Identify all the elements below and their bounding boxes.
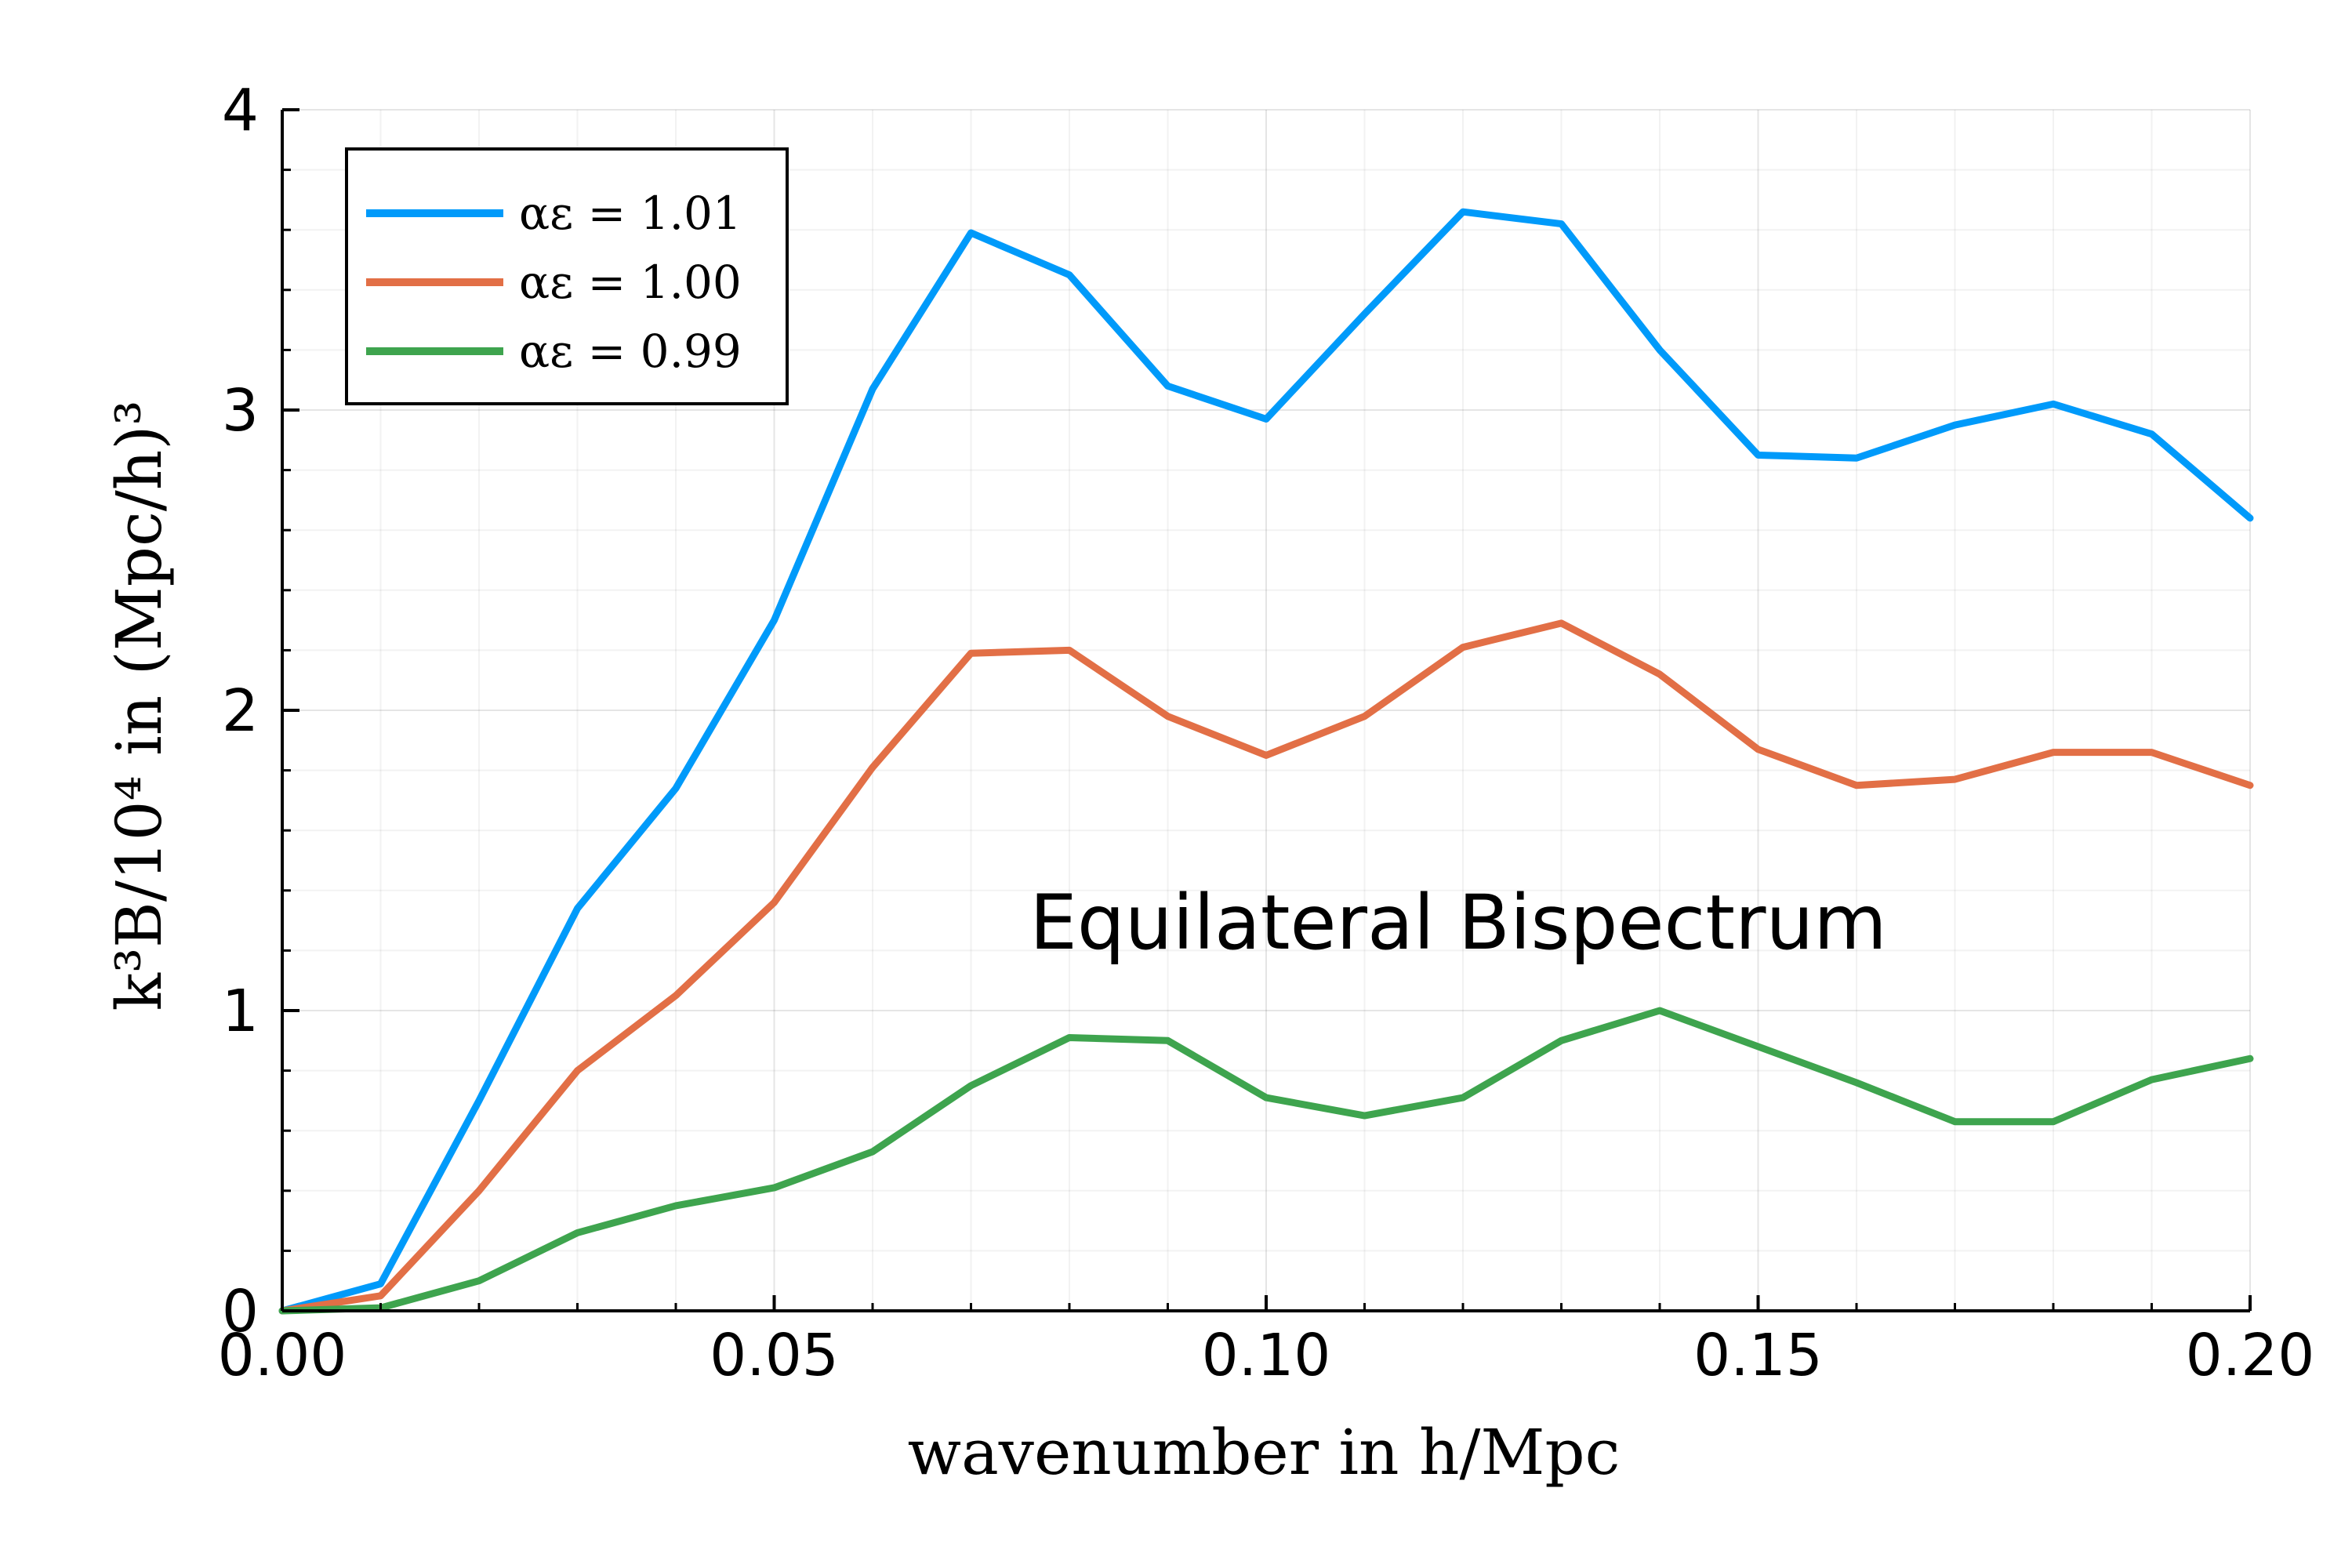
x-tick-label: 0.05 xyxy=(710,1322,839,1389)
series-line-0 xyxy=(278,208,2254,1315)
plot-series xyxy=(278,208,2254,1315)
legend-label-2: αε = 0.99 xyxy=(519,325,742,378)
legend: αε = 1.01 αε = 1.00 αε = 0.99 xyxy=(345,147,789,405)
x-tick-label: 0.10 xyxy=(1202,1322,1331,1389)
x-tick-label: 0.20 xyxy=(2186,1322,2315,1389)
y-axis-label: k³B/10⁴ in (Mpc/h)³ xyxy=(103,400,176,1011)
series-line-1 xyxy=(278,619,2254,1315)
tick-labels: 0.00 0.05 0.10 0.15 0.20 0 1 2 3 4 xyxy=(218,77,2315,1389)
y-tick-label: 0 xyxy=(222,1278,259,1345)
chart-annotation: Equilateral Bispectrum xyxy=(1029,879,1887,967)
y-tick-label: 2 xyxy=(222,677,259,745)
y-tick-label: 4 xyxy=(222,77,259,144)
legend-box xyxy=(345,147,789,405)
x-tick-label: 0.15 xyxy=(1693,1322,1823,1389)
legend-label-0: αε = 1.01 xyxy=(519,187,742,240)
series-line-2 xyxy=(278,1007,2254,1315)
y-tick-label: 1 xyxy=(222,978,259,1045)
x-axis-label: wavenumber in h/Mpc xyxy=(908,1416,1621,1489)
legend-label-1: αε = 1.00 xyxy=(519,256,742,309)
y-tick-label: 3 xyxy=(222,377,259,445)
x-tick-label: 0.00 xyxy=(218,1322,347,1389)
axes xyxy=(281,108,2252,1312)
